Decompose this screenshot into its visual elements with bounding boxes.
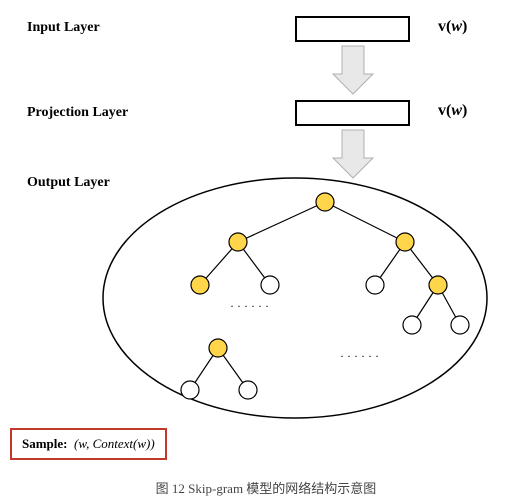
svg-text:· · · · · ·: · · · · · ·	[230, 299, 269, 313]
svg-text:· · · · · ·: · · · · · ·	[340, 349, 379, 363]
projection-box	[295, 100, 410, 126]
projection-vector-label: v(w)	[438, 102, 467, 120]
sample-expr: (w, Context(w))	[71, 436, 155, 451]
output-layer-label: Output Layer	[27, 175, 110, 191]
input-vector-label: v(w)	[438, 18, 467, 36]
projection-layer-label: Projection Layer	[27, 105, 128, 121]
figure-caption: 图 12 Skip-gram 模型的网络结构示意图	[0, 478, 532, 497]
sample-box: Sample: (w, Context(w))	[10, 428, 167, 460]
vec-arg-2: w	[451, 102, 462, 119]
vec-symbol: v	[438, 18, 446, 35]
vec-symbol-2: v	[438, 102, 446, 119]
input-layer-label: Input Layer	[27, 20, 100, 36]
sample-label: Sample:	[22, 436, 68, 451]
diagram-svg: · · · · · · · · · · · ·	[0, 0, 532, 501]
vec-arg: w	[451, 18, 462, 35]
input-box	[295, 16, 410, 42]
